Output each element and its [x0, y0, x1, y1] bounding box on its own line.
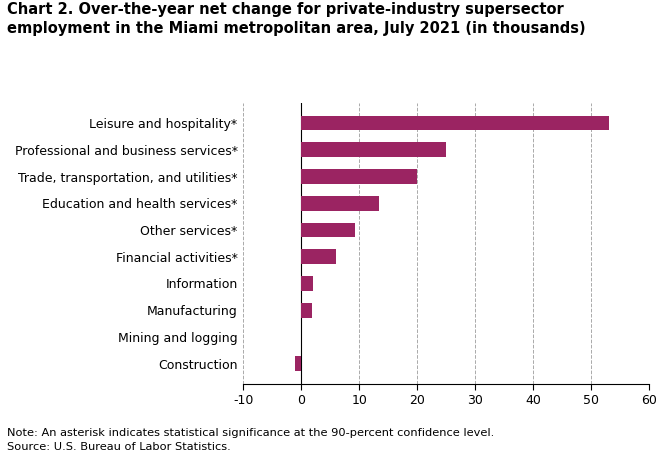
- Bar: [301, 169, 417, 184]
- Bar: [301, 303, 312, 317]
- Text: Source: U.S. Bureau of Labor Statistics.: Source: U.S. Bureau of Labor Statistics.: [7, 442, 230, 452]
- Bar: [301, 249, 336, 264]
- Bar: [301, 116, 609, 131]
- Bar: [301, 196, 380, 211]
- Text: employment in the Miami metropolitan area, July 2021 (in thousands): employment in the Miami metropolitan are…: [7, 21, 585, 36]
- Bar: [301, 276, 313, 291]
- Bar: [295, 356, 301, 371]
- Bar: [301, 142, 446, 157]
- Text: Note: An asterisk indicates statistical significance at the 90-percent confidenc: Note: An asterisk indicates statistical …: [7, 428, 494, 438]
- Bar: [301, 223, 355, 237]
- Text: Chart 2. Over-the-year net change for private-industry supersector: Chart 2. Over-the-year net change for pr…: [7, 2, 563, 17]
